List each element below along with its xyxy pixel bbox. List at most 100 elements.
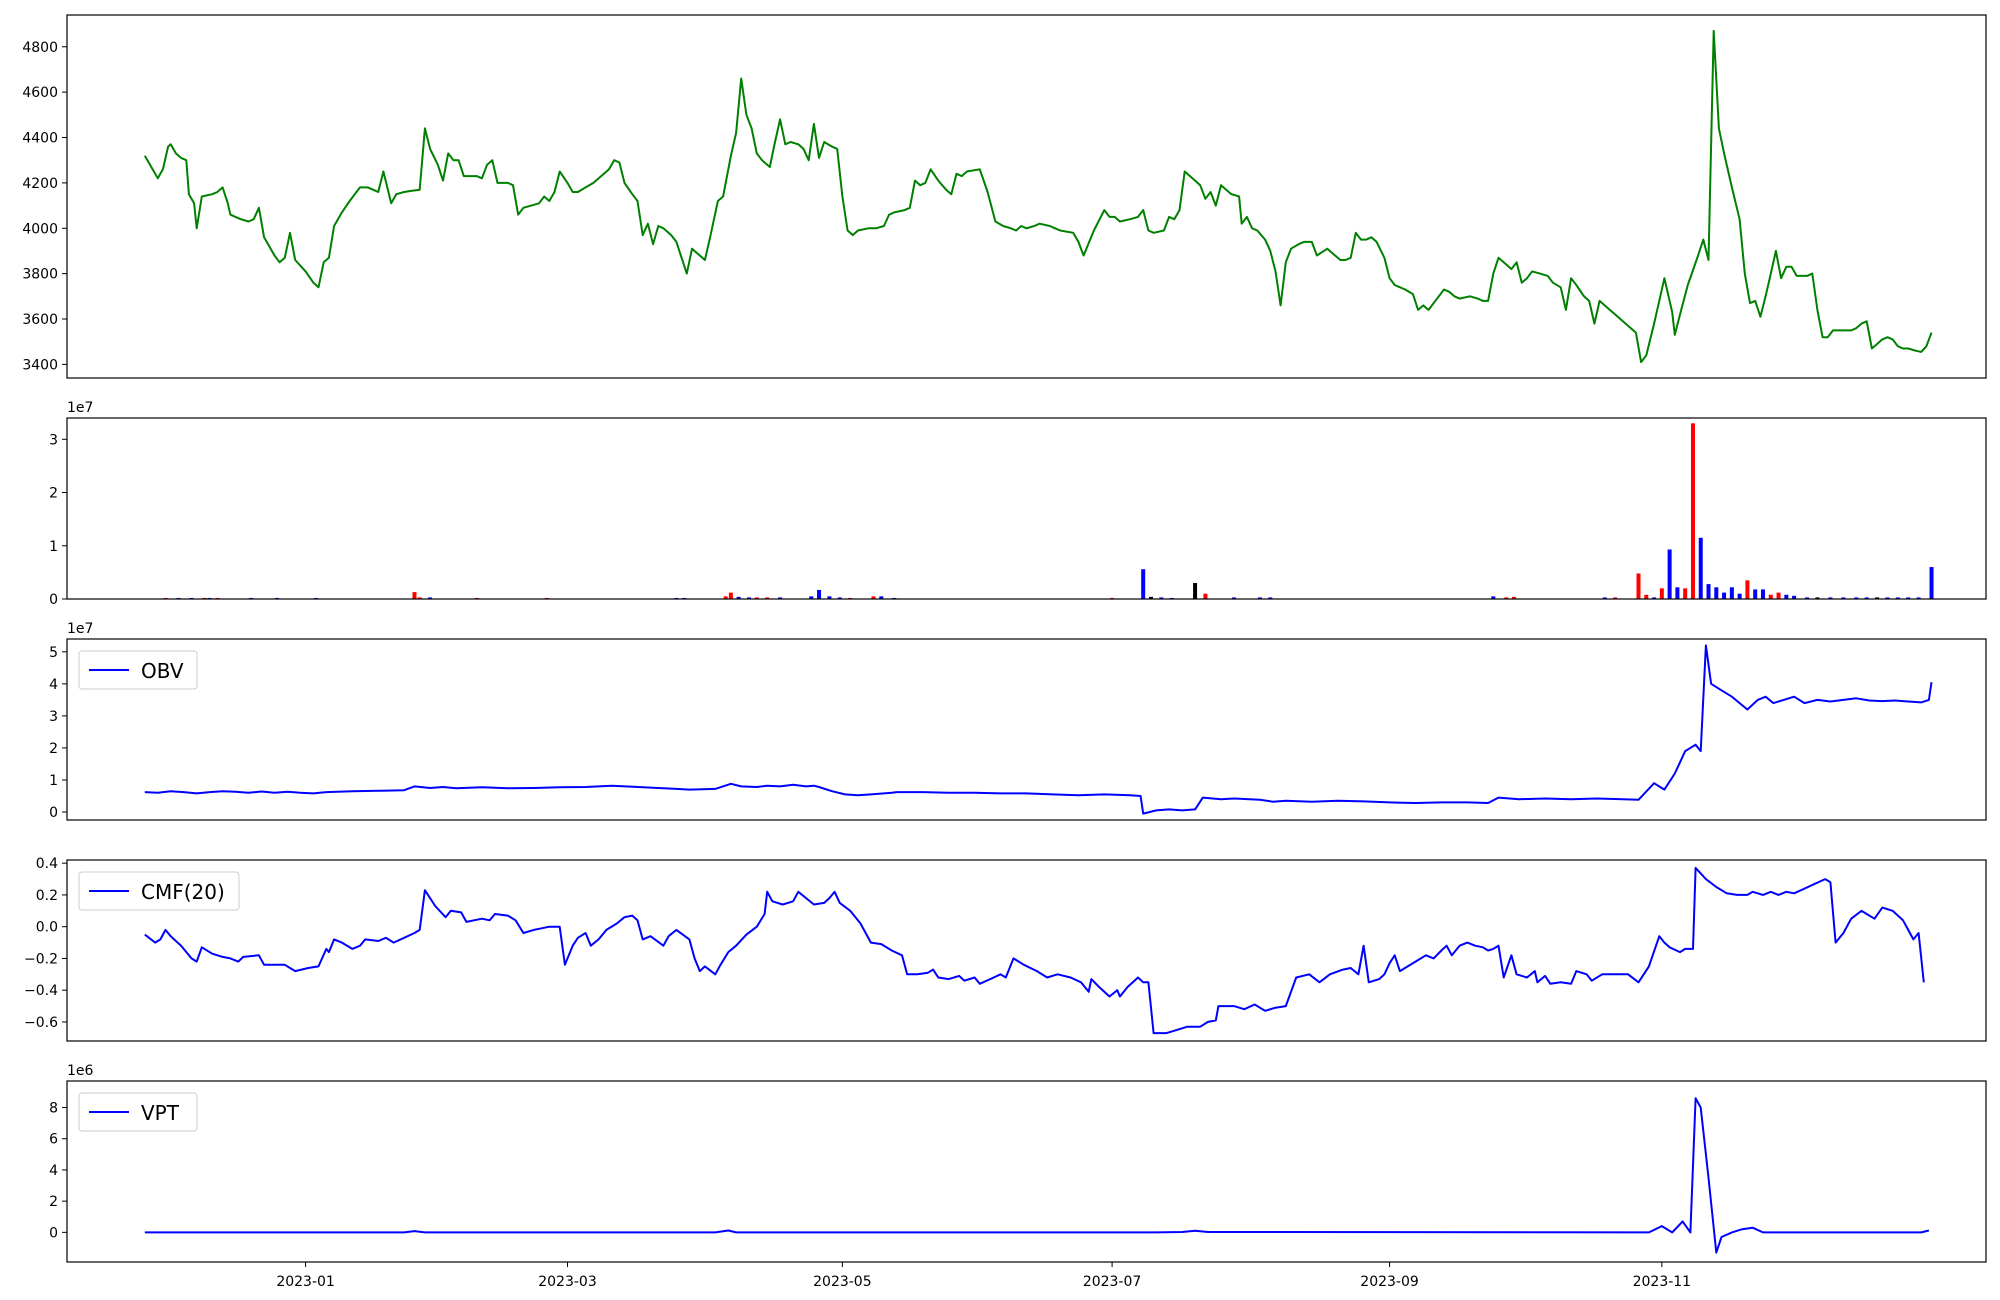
volume-panel: 0 1 2 3 1e7 [49, 400, 1987, 608]
volume-bar [1815, 597, 1820, 599]
volume-bar [1760, 589, 1765, 599]
volume-bar [736, 596, 741, 599]
volume-bar [1491, 596, 1496, 599]
axis-exponent-label: 1e6 [67, 1063, 94, 1079]
y-tick-label: 4000 [22, 221, 58, 237]
x-tick-label: 2023-03 [538, 1274, 597, 1290]
axes-frame [66, 638, 1987, 821]
volume-bar [1683, 588, 1688, 599]
volume-bar [1776, 592, 1781, 599]
y-tick-label: 4600 [22, 85, 58, 101]
y-tick-label: 0.4 [36, 856, 58, 872]
y-tick-label: 5 [49, 645, 58, 661]
y-tick-label: 4 [49, 1163, 58, 1179]
volume-bar [1805, 597, 1810, 599]
volume-bar [1737, 593, 1742, 599]
volume-bar [428, 597, 433, 599]
y-tick-label: 1 [49, 539, 58, 555]
volume-bar [1659, 588, 1664, 599]
legend-box [78, 871, 240, 911]
volume-bar [778, 597, 783, 599]
y-tick-label: 4200 [22, 176, 58, 192]
axis-exponent-label: 1e7 [67, 400, 93, 416]
y-tick-label: 3800 [22, 267, 58, 283]
date-axis: 2023-01 2023-03 2023-05 2023-07 2023-09 2023-… [276, 1262, 1691, 1290]
y-tick-label: 3600 [22, 312, 58, 328]
volume-bar [1675, 587, 1680, 599]
legend-label: OBV [141, 659, 184, 683]
vpt-line [144, 1097, 1930, 1254]
y-tick-label: 2 [49, 741, 58, 757]
volume-bar [1895, 597, 1900, 599]
volume-bar [754, 597, 759, 599]
volume-bar [1875, 597, 1880, 599]
volume-bar [1652, 597, 1657, 599]
volume-bar [1698, 537, 1703, 599]
legend-box [78, 650, 198, 690]
obv-panel: 0 1 2 3 4 5 1e7 OBV [49, 621, 1987, 821]
y-tick-label: 6 [49, 1132, 58, 1148]
y-tick-label: 0.0 [36, 920, 58, 936]
volume-bar [1231, 597, 1236, 599]
legend-box [78, 1092, 198, 1132]
volume-bar [1864, 597, 1869, 599]
legend: CMF(20) [78, 871, 240, 911]
volume-bar [1753, 589, 1758, 599]
legend: VPT [78, 1092, 198, 1132]
y-tick-label: 4800 [22, 40, 58, 56]
axis-exponent-label: 1e7 [67, 621, 93, 637]
cmf-panel: −0.6 −0.4 −0.2 0.0 0.2 0.4 CMF(20) [24, 856, 1987, 1042]
vpt-panel: 0 2 4 6 8 1e6 VPT [49, 1063, 1987, 1263]
volume-bar [1885, 597, 1890, 599]
volume-bar [1148, 596, 1153, 599]
y-tick-label: 2 [49, 1194, 58, 1210]
volume-bar [1141, 569, 1146, 599]
volume-bar [1193, 583, 1198, 599]
volume-bar [1854, 597, 1859, 599]
y-tick-label: 4400 [22, 131, 58, 147]
x-tick-label: 2023-01 [276, 1274, 335, 1290]
volume-bar [1929, 567, 1934, 599]
volume-bar [871, 596, 876, 599]
y-tick-label: −0.4 [24, 983, 58, 999]
y-tick-label: 4 [49, 677, 58, 693]
axes-frame [66, 14, 1987, 379]
volume-bar [1613, 597, 1618, 599]
volume-bar [417, 597, 422, 599]
volume-bar [1602, 597, 1607, 599]
volume-bar [723, 596, 728, 599]
volume-bar [1906, 597, 1911, 599]
volume-bar [765, 597, 770, 599]
volume-bar [1792, 595, 1797, 599]
volume-bar [827, 596, 832, 599]
y-tick-label: 3400 [22, 357, 58, 373]
price-panel: 3400 3600 3800 4000 4200 4400 4600 4800 [22, 14, 1987, 379]
cmf-20--line [144, 866, 1925, 1035]
volume-bar [1916, 597, 1921, 599]
y-tick-label: 1 [49, 773, 58, 789]
volume-bar [1636, 573, 1641, 599]
price-line [143, 29, 1933, 364]
volume-bar [747, 597, 752, 599]
volume-bar [1504, 597, 1509, 599]
axes-frame [66, 859, 1987, 1042]
volume-bar [1159, 597, 1164, 599]
volume-bar [1690, 423, 1695, 599]
volume-bar [728, 592, 733, 599]
volume-bar [1257, 597, 1262, 599]
x-tick-label: 2023-07 [1083, 1274, 1142, 1290]
volume-bar [1714, 587, 1719, 599]
legend-label: CMF(20) [141, 880, 225, 904]
volume-bar [1722, 592, 1727, 599]
y-tick-label: −0.2 [24, 951, 58, 967]
axes-frame [66, 417, 1987, 600]
x-tick-label: 2023-09 [1360, 1274, 1419, 1290]
volume-bar [1729, 587, 1734, 599]
volume-bar [1706, 584, 1711, 599]
volume-bar [1828, 597, 1833, 599]
volume-bar [809, 596, 814, 599]
volume-bar [1745, 580, 1750, 599]
y-tick-label: 0 [49, 805, 58, 821]
x-tick-label: 2023-05 [813, 1274, 872, 1290]
